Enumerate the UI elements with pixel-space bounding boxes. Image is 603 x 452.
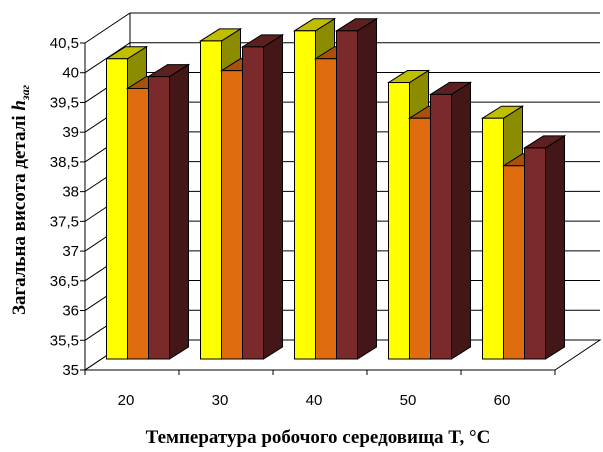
y-tick-label: 35,5 bbox=[50, 332, 79, 349]
y-axis-title-subscript: заг bbox=[18, 84, 32, 101]
x-axis-title: Температура робочого середовища T, °C bbox=[146, 427, 491, 448]
bar bbox=[388, 82, 410, 360]
x-tick-label: 20 bbox=[118, 392, 135, 409]
bar bbox=[127, 87, 149, 360]
bar-side bbox=[263, 33, 283, 360]
y-axis-title: Загальна висота деталі hзаг bbox=[9, 84, 32, 315]
x-tick-label: 40 bbox=[306, 392, 323, 409]
x-tick-label: 60 bbox=[494, 392, 511, 409]
y-tick-label: 36,5 bbox=[50, 273, 79, 290]
y-tick-label: 37,5 bbox=[50, 213, 79, 230]
y-tick-label: 40,5 bbox=[50, 35, 79, 52]
y-axis-title-symbol: h bbox=[9, 100, 30, 111]
y-axis-title-main: Загальна висота деталі bbox=[9, 111, 30, 315]
bar-side bbox=[451, 81, 471, 360]
y-tick-label: 36 bbox=[62, 303, 79, 320]
y-tick-label: 40 bbox=[62, 65, 79, 82]
y-tick-label: 39,5 bbox=[50, 94, 79, 111]
bar bbox=[106, 58, 128, 360]
bar bbox=[482, 117, 504, 360]
y-axis-title-text: Загальна висота деталі hзаг bbox=[9, 84, 32, 315]
bar bbox=[242, 46, 264, 360]
bar-side bbox=[357, 17, 377, 360]
y-tick-label: 38 bbox=[62, 184, 79, 201]
bar bbox=[430, 93, 452, 360]
gridline-side bbox=[84, 12, 131, 44]
bar bbox=[221, 70, 243, 360]
bar bbox=[315, 58, 337, 360]
bar bbox=[524, 147, 546, 360]
y-tick-label: 39 bbox=[62, 124, 79, 141]
bar bbox=[336, 30, 358, 360]
y-tick-label: 35 bbox=[62, 362, 79, 379]
x-tick-label: 30 bbox=[212, 392, 229, 409]
x-tick-label: 50 bbox=[400, 392, 417, 409]
bar bbox=[503, 165, 525, 360]
bar-side bbox=[545, 135, 565, 360]
y-tick-label: 38,5 bbox=[50, 154, 79, 171]
bar bbox=[409, 117, 431, 360]
bar bbox=[294, 30, 316, 360]
y-tick-label: 37 bbox=[62, 243, 79, 260]
bar bbox=[200, 40, 222, 360]
tick-layer: 35 35,5 36 36,5 37 37,5 38 38,5 39 39,5 40 40,5 20 30… bbox=[50, 35, 511, 409]
bar bbox=[148, 76, 170, 360]
bar-layer bbox=[104, 17, 567, 360]
bar-side bbox=[169, 63, 189, 360]
